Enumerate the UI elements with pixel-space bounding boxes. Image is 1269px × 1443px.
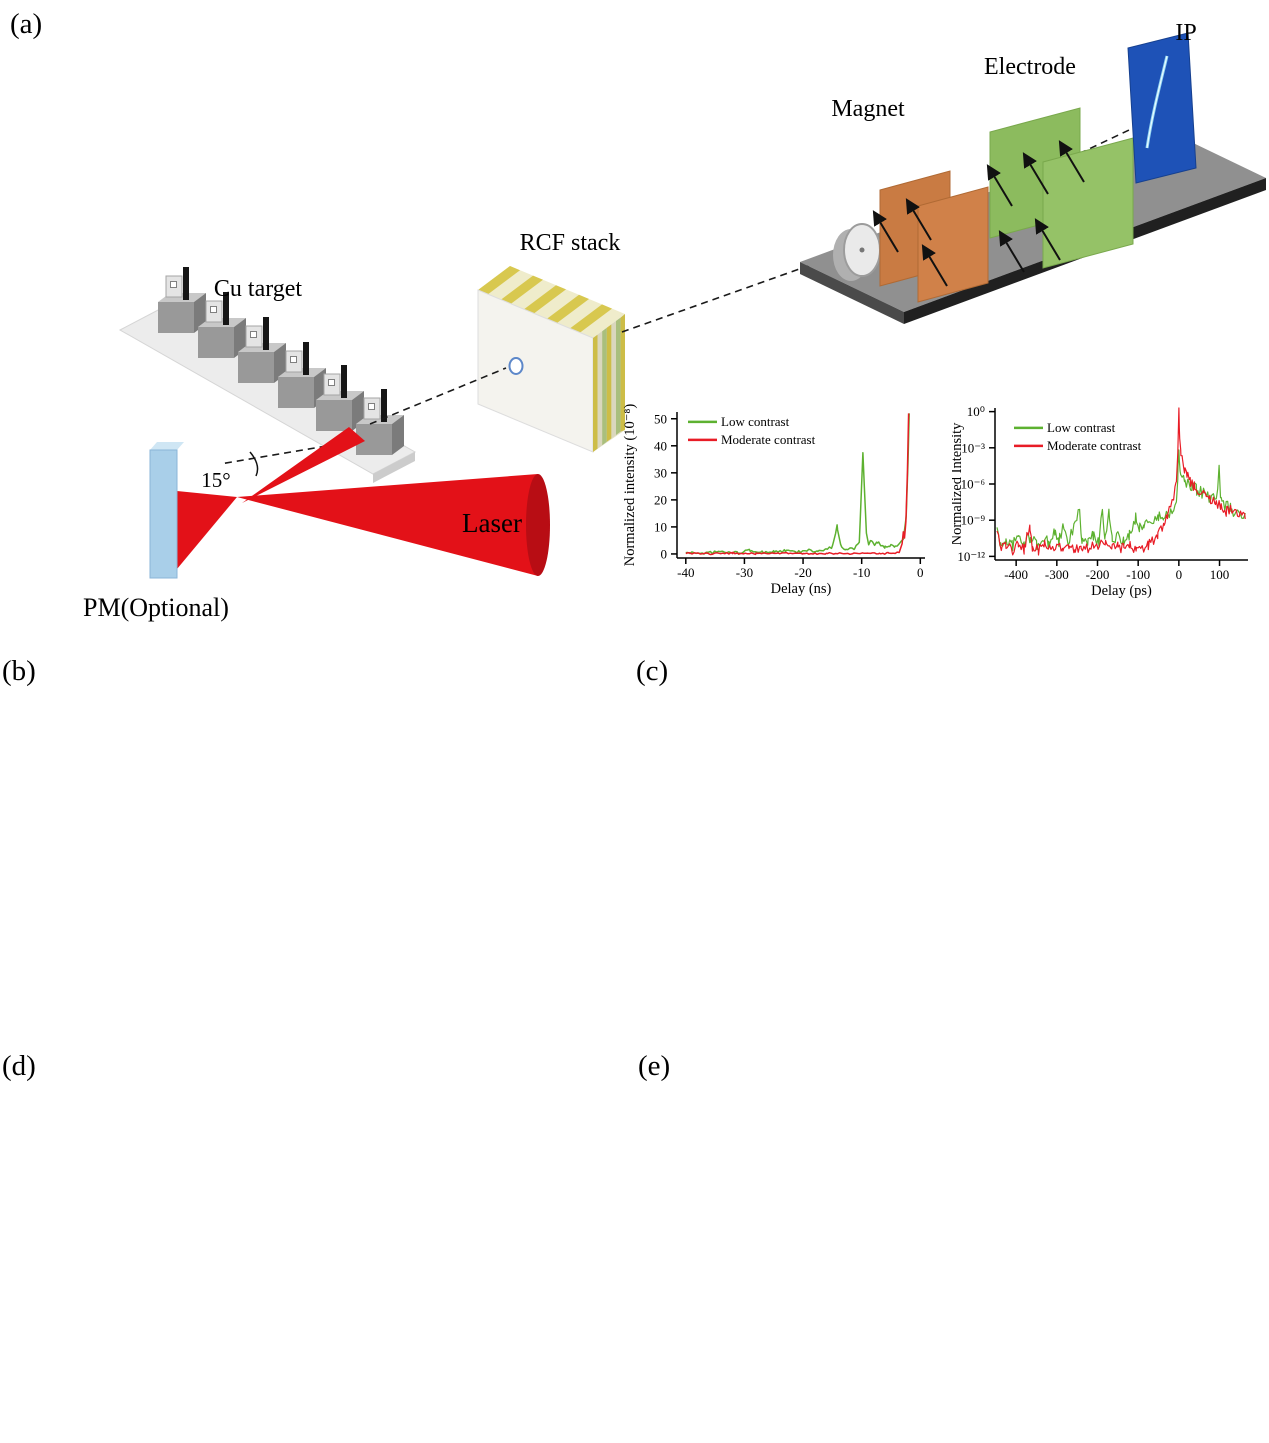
x-tick-label: -200	[1086, 567, 1110, 582]
legend-label: Low contrast	[1047, 420, 1116, 435]
field-arrows	[872, 140, 1085, 287]
cu-target-3	[238, 317, 286, 383]
y-axis-title: Normalized intensity (10⁻⁸)	[622, 404, 638, 567]
series-moderate-contrast	[996, 407, 1246, 556]
cu-target-plate-edge	[373, 452, 415, 483]
experimental-setup-diagram: Magnet Electrode IP RCF stack Cu target …	[83, 20, 1266, 622]
legend-label: Moderate contrast	[1047, 438, 1142, 453]
rcf-stack-label: RCF stack	[520, 230, 621, 256]
x-axis-title: Delay (ps)	[1091, 583, 1152, 599]
y-tick-label: 50	[654, 411, 667, 426]
y-tick-label: 10⁻¹²	[957, 549, 985, 564]
y-axis-title: Normalized Intensity	[952, 422, 965, 546]
panel-label-b: (b)	[2, 655, 36, 687]
cu-target-label: Cu target	[214, 276, 303, 302]
beam-target-to-rcf	[369, 367, 507, 425]
legend-label: Low contrast	[721, 414, 790, 429]
x-axis-title: Delay (ns)	[771, 581, 832, 597]
legend-label: Moderate contrast	[721, 432, 816, 447]
contrast-ps-inset-chart: -400 -300 -200 -100 0 100 10⁰ 10⁻³ 10⁻⁶ 10⁻⁹ 10⁻¹²…	[952, 404, 1248, 599]
cu-target-1	[158, 267, 206, 333]
y-tick-label: 10⁻³	[961, 440, 985, 455]
angle-label: 15°	[201, 468, 230, 492]
laser-label: Laser	[462, 508, 522, 538]
cu-target-4	[278, 342, 326, 408]
y-tick-label: 10⁻⁶	[961, 477, 985, 492]
y-tick-label: 0	[661, 546, 668, 561]
proton-cutoff-heatmap	[0, 1045, 635, 1443]
x-tick-label: -40	[677, 565, 694, 580]
rcf-stack	[477, 266, 625, 453]
x-tick-label: -100	[1126, 567, 1150, 582]
series-moderate-contrast	[685, 413, 910, 556]
cu-target-6	[356, 389, 404, 455]
series-low-contrast	[996, 449, 1246, 552]
contrast-ns-inset-chart: -40 -30 -20 -10 0 0 10 20 30 40 50 Delay (ns) Normal…	[622, 404, 925, 597]
x-tick-label: -20	[794, 565, 811, 580]
beam-rcf-to-spectrometer	[621, 255, 837, 333]
rcf-beam-hole	[508, 357, 524, 375]
colorbar-canvas	[0, 1045, 300, 1195]
panel-label-a: (a)	[10, 8, 43, 40]
y-tick-label: 30	[654, 465, 667, 480]
y-tick-label: 10⁻⁹	[961, 513, 986, 528]
x-tick-label: -300	[1045, 567, 1069, 582]
heatmap-overlay	[630, 1045, 1269, 1443]
panel-label-c: (c)	[636, 655, 669, 687]
y-tick-label: 40	[654, 438, 667, 453]
x-tick-label: -10	[853, 565, 870, 580]
x-tick-label: 0	[917, 565, 924, 580]
spectrometer-base-side	[800, 262, 904, 324]
panel-label-d: (d)	[2, 1050, 36, 1082]
cutoff-energy-chart	[630, 645, 1269, 1045]
y-tick-label: 10⁰	[967, 404, 985, 419]
x-tick-label: -30	[736, 565, 753, 580]
pinhole	[859, 247, 865, 253]
ip-label: IP	[1175, 20, 1196, 46]
electrode-label: Electrode	[984, 54, 1076, 80]
colorbar-canvas	[630, 1045, 930, 1195]
heatmap-overlay	[0, 1045, 635, 1443]
electron-temperature-heatmap	[630, 1045, 1269, 1443]
series-low-contrast	[685, 413, 910, 555]
plasma-mirror	[149, 442, 184, 579]
cu-target-5	[316, 365, 364, 431]
y-tick-label: 10	[654, 519, 667, 534]
ip-plate	[1127, 32, 1197, 184]
pm-label: PM(Optional)	[83, 593, 229, 622]
x-tick-label: 100	[1210, 567, 1230, 582]
cu-target-2	[198, 292, 246, 358]
magnet-label: Magnet	[831, 96, 905, 122]
y-tick-label: 20	[654, 492, 667, 507]
ip-trace-core	[1146, 55, 1168, 149]
magnet-plate-2	[917, 186, 989, 303]
laser-beams	[177, 427, 550, 576]
angle-arc	[249, 451, 259, 477]
x-tick-label: -400	[1004, 567, 1028, 582]
panel-label-e: (e)	[638, 1050, 671, 1082]
x-tick-label: 0	[1176, 567, 1183, 582]
cu-target-array	[158, 267, 404, 455]
proton-spectra-chart	[0, 645, 635, 1045]
